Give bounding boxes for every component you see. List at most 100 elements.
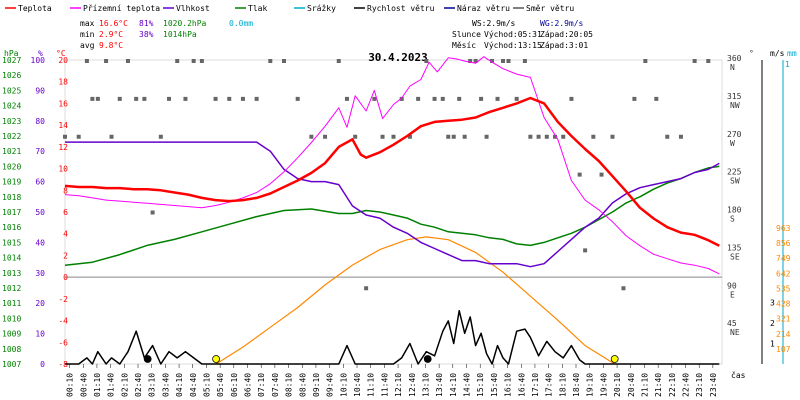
wind-dir-point [468, 59, 473, 63]
tick-dir-name: NE [730, 328, 740, 337]
tick-pct: 0 [40, 360, 45, 369]
wind-dir-point [416, 96, 421, 101]
tick-rad: 963 [776, 224, 791, 233]
wind-dir-point [309, 134, 314, 139]
legend-label: Teplota [18, 4, 52, 13]
tick-pct: 100 [31, 56, 46, 65]
wind-dir-point [254, 96, 259, 101]
x-tick-label: 17:10 [531, 373, 540, 397]
x-tick-label: 14:40 [463, 373, 472, 397]
tick-hpa: 1018 [2, 193, 21, 202]
x-tick-label: 17:40 [545, 373, 554, 397]
plot-area [64, 59, 723, 365]
wind-dir-point [175, 59, 180, 63]
wind-dir-point [353, 134, 358, 139]
stat-gust: WG:2.9m/s [540, 19, 584, 28]
tick-temp: 4 [63, 230, 68, 239]
stat-moon-set: Západ:3:01 [540, 41, 588, 50]
x-tick-label: 03:40 [161, 373, 170, 397]
wind-dir-point [583, 248, 588, 253]
wind-dir-point [632, 96, 637, 101]
wind-dir-point [544, 134, 549, 139]
wind-dir-point [407, 134, 412, 139]
tick-hpa: 1010 [2, 314, 21, 323]
series-teplota [64, 96, 720, 247]
x-tick-label: 21:10 [640, 373, 649, 397]
x-tick-label: 04:40 [189, 373, 198, 397]
stat-label: avg [80, 41, 95, 50]
tick-rad: 214 [776, 330, 791, 339]
tick-ms: 1 [770, 340, 775, 349]
tick-temp: 18 [58, 78, 68, 87]
axis-label-dir: ° [749, 49, 754, 58]
wind-dir-point [654, 96, 659, 101]
stat-wind: WS:2.9m/s [472, 19, 516, 28]
wind-dir-point [522, 59, 527, 63]
wind-dir-point [150, 210, 155, 215]
tick-mm: 1 [785, 60, 790, 69]
x-tick-label: 05:10 [202, 373, 211, 397]
axis-label-ms: m/s [770, 49, 785, 58]
x-tick-label: 19:40 [599, 373, 608, 397]
wind-dir-point [495, 96, 500, 101]
wind-dir-point [63, 134, 67, 139]
stat-moon-rise: Východ:13:15 [484, 41, 542, 50]
tick-hpa: 1008 [2, 345, 21, 354]
tick-hpa: 1021 [2, 147, 21, 156]
tick-hpa: 1025 [2, 86, 21, 95]
x-tick-label: 22:40 [682, 373, 691, 397]
tick-dir-name: N [730, 63, 735, 72]
tick-pct: 70 [35, 147, 45, 156]
tick-hpa: 1026 [2, 71, 21, 80]
wind-dir-point [391, 134, 396, 139]
tick-rad: 535 [776, 284, 791, 293]
x-tick-label: 09:10 [312, 373, 321, 397]
tick-hpa: 1007 [2, 360, 21, 369]
wind-dir-point [561, 134, 566, 139]
series-vlhkost [65, 141, 720, 268]
wind-dir-point [213, 96, 218, 101]
wind-dir-point [643, 59, 648, 63]
wind-dir-point [158, 134, 163, 139]
x-tick-label: 02:10 [120, 373, 129, 397]
tick-dir-deg: 45 [727, 319, 737, 328]
x-tick-label: 20:10 [613, 373, 622, 397]
wind-dir-point [323, 134, 328, 139]
legend-label: Směr větru [526, 4, 574, 13]
x-tick-label: 08:40 [298, 373, 307, 397]
tick-rad: 749 [776, 254, 791, 263]
wind-dir-point [610, 134, 615, 139]
tick-pct: 10 [35, 330, 45, 339]
x-tick-label: 10:10 [339, 373, 348, 397]
stat-min-temp: 2.9°C [99, 30, 123, 39]
tick-temp: 6 [63, 208, 68, 217]
stat-label: min [80, 30, 95, 39]
wind-dir-point [117, 96, 122, 101]
tick-dir-name: SE [730, 252, 740, 261]
tick-hpa: 1023 [2, 117, 21, 126]
x-tick-label: 12:10 [394, 373, 403, 397]
stat-max-rain: 0.0mm [229, 19, 253, 28]
tick-temp: 8 [63, 186, 68, 195]
wind-dir-point [399, 96, 404, 101]
stat-max-hum: 81% [139, 19, 154, 28]
tick-hpa: 1016 [2, 223, 21, 232]
wind-dir-point [380, 134, 385, 139]
legend-label: Rychlost větru [367, 4, 435, 13]
x-tick-label: 16:10 [504, 373, 513, 397]
tick-temp: 0 [63, 273, 68, 282]
tick-temp: -4 [58, 317, 68, 326]
tick-dir-name: S [730, 215, 735, 224]
wind-dir-point [484, 134, 489, 139]
x-tick-label: 08:10 [285, 373, 294, 397]
stat-min-hum: 38% [139, 30, 154, 39]
tick-hpa: 1020 [2, 162, 21, 171]
tick-hpa: 1012 [2, 284, 21, 293]
x-tick-label: 15:10 [476, 373, 485, 397]
tick-pct: 80 [35, 117, 45, 126]
wind-dir-point [514, 96, 519, 101]
wind-dir-point [183, 96, 188, 101]
wind-dir-point [167, 96, 172, 101]
x-tick-label: 11:40 [380, 373, 389, 397]
